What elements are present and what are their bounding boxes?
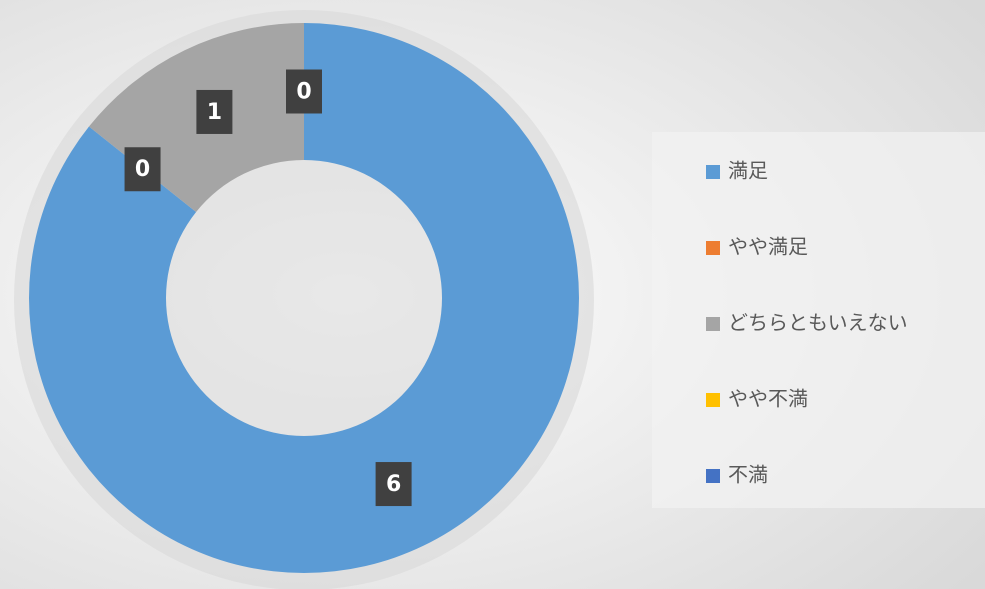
data-label: 6 (386, 472, 401, 497)
data-label-box (286, 69, 322, 114)
data-label: 0 (296, 80, 311, 105)
data-label-box (196, 89, 233, 134)
legend-label: やや不満 (728, 387, 808, 411)
legend-swatch (706, 241, 720, 255)
donut-segment (28, 23, 579, 573)
legend-swatch (706, 469, 720, 483)
data-label: 1 (207, 100, 222, 125)
legend-label: 満足 (728, 159, 768, 183)
legend-label: やや満足 (728, 235, 808, 259)
data-label-box (124, 147, 161, 192)
data-label-box (375, 462, 412, 507)
legend-swatch (706, 393, 720, 407)
legend-label: どちらともいえない (728, 311, 908, 335)
data-label: 0 (135, 157, 150, 182)
legend-swatch (706, 317, 720, 331)
legend-swatch (706, 165, 720, 179)
legend-label: 不満 (728, 463, 768, 487)
